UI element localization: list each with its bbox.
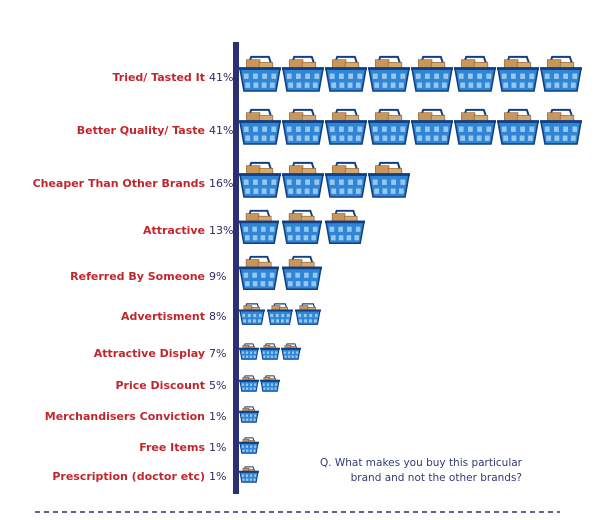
shopping-basket-icon (282, 255, 322, 291)
value-label: 41% (209, 124, 233, 137)
shopping-basket-icon (281, 343, 301, 360)
bar-row: Attractive Display 7% (94, 343, 301, 360)
value-label: 16% (209, 177, 233, 190)
shopping-basket-icon (239, 406, 259, 423)
category-label: Advertisment (121, 310, 205, 323)
shopping-basket-icon (239, 161, 281, 198)
shopping-basket-icon (368, 108, 410, 145)
shopping-basket-icon (325, 108, 367, 145)
shopping-basket-icon (239, 343, 259, 360)
value-label: 13% (209, 224, 233, 237)
shopping-basket-icon (497, 108, 539, 145)
shopping-basket-icon (260, 375, 280, 392)
shopping-basket-icon (454, 108, 496, 145)
value-label: 5% (209, 379, 226, 392)
shopping-basket-icon (239, 303, 265, 325)
category-label: Cheaper Than Other Brands (33, 177, 206, 190)
shopping-basket-icon (239, 55, 281, 92)
question-line-1: Q. What makes you buy this particular (320, 457, 523, 469)
shopping-basket-icon (239, 209, 279, 245)
bar-row: Prescription (doctor etc) 1% (52, 466, 259, 483)
shopping-basket-icon (282, 55, 324, 92)
category-label: Referred By Someone (70, 270, 205, 283)
shopping-basket-icon (540, 55, 582, 92)
shopping-basket-icon (540, 108, 582, 145)
shopping-basket-icon (325, 161, 367, 198)
bar-row: Price Discount 5% (115, 375, 280, 392)
shopping-basket-icon (282, 209, 322, 245)
value-label: 7% (209, 347, 226, 360)
category-label: Tried/ Tasted It (112, 71, 205, 84)
category-label: Better Quality/ Taste (77, 124, 205, 137)
shopping-basket-icon (497, 55, 539, 92)
category-label: Attractive (143, 224, 205, 237)
shopping-basket-icon (282, 161, 324, 198)
shopping-basket-icon (411, 55, 453, 92)
value-label: 9% (209, 270, 226, 283)
bar-row: Better Quality/ Taste 41% (77, 108, 582, 145)
bar-row: Advertisment 8% (121, 303, 321, 325)
bar-row: Cheaper Than Other Brands 16% (33, 161, 410, 198)
bar-row: Tried/ Tasted It 41% (112, 55, 582, 92)
shopping-basket-icon (325, 209, 365, 245)
category-label: Merchandisers Conviction (45, 410, 205, 423)
shopping-basket-icon (295, 303, 321, 325)
category-label: Free Items (139, 441, 205, 454)
shopping-basket-icon (454, 55, 496, 92)
value-label: 8% (209, 310, 226, 323)
shopping-basket-icon (239, 375, 259, 392)
shopping-basket-icon (239, 466, 259, 483)
shopping-basket-icon (368, 161, 410, 198)
category-label: Attractive Display (94, 347, 205, 360)
value-label: 41% (209, 71, 233, 84)
shopping-basket-icon (239, 437, 259, 454)
value-label: 1% (209, 470, 226, 483)
shopping-basket-icon (267, 303, 293, 325)
chart-rows: Tried/ Tasted It 41%Better Quality/ Taste… (33, 55, 582, 483)
shopping-basket-icon (239, 255, 279, 291)
bar-row: Attractive 13% (143, 209, 365, 245)
value-label: 1% (209, 410, 226, 423)
shopping-basket-icon (239, 108, 281, 145)
shopping-basket-icon (411, 108, 453, 145)
category-label: Prescription (doctor etc) (52, 470, 205, 483)
category-label: Price Discount (115, 379, 205, 392)
value-label: 1% (209, 441, 226, 454)
bar-row: Referred By Someone 9% (70, 255, 322, 291)
bar-row: Free Items 1% (139, 437, 259, 454)
bar-row: Merchandisers Conviction 1% (45, 406, 259, 423)
shopping-basket-icon (325, 55, 367, 92)
shopping-basket-icon (260, 343, 280, 360)
shopping-basket-icon (282, 108, 324, 145)
question-line-2: brand and not the other brands? (351, 472, 522, 484)
shopping-basket-icon (368, 55, 410, 92)
